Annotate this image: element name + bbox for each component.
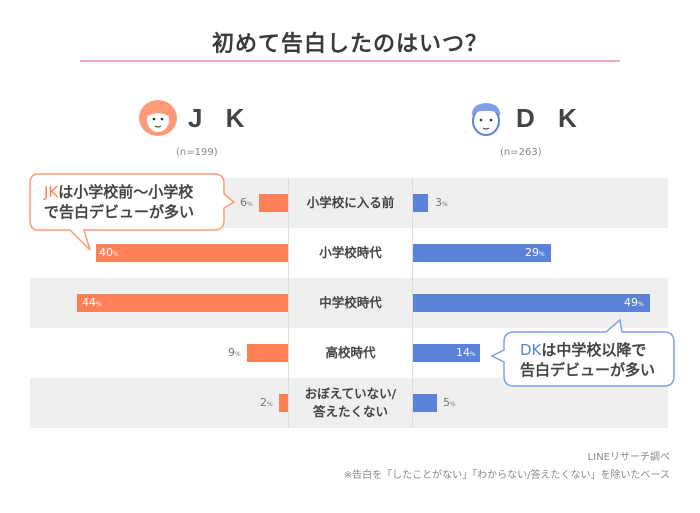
left-divider <box>288 178 289 428</box>
dk-callout-shape <box>490 318 675 387</box>
jk-callout-line1: は小学校前〜小学校 <box>58 183 194 201</box>
title-underline <box>80 60 620 62</box>
jk-bar <box>96 244 288 262</box>
dk-value: 49% <box>624 296 644 309</box>
dk-callout-highlight: DK <box>520 341 542 359</box>
dk-label: D K <box>516 102 585 133</box>
jk-callout-line2: で告白デビューが多い <box>44 203 195 221</box>
jk-value: 2% <box>260 396 273 409</box>
dk-bar <box>413 244 551 262</box>
category-label: 小学校に入る前 <box>306 195 395 210</box>
dk-callout: DKは中学校以降で 告白デビューが多い <box>510 334 665 386</box>
dk-header: D K <box>466 98 585 138</box>
dk-bar <box>413 394 437 412</box>
boy-face-icon <box>471 103 501 136</box>
dk-bar <box>413 344 480 362</box>
dk-callout-line2: 告白デビューが多い <box>520 361 656 379</box>
jk-value: 44% <box>82 296 102 309</box>
jk-callout: JKは小学校前〜小学校 で告白デビューが多い <box>34 176 204 228</box>
right-divider <box>412 178 413 428</box>
dk-bar <box>413 194 428 212</box>
base-note: ※告白を「したことがない」「わからない/答えたくない」を除いたベース <box>343 470 670 481</box>
dk-value: 3% <box>435 196 448 209</box>
category-label: 中学校時代 <box>319 295 382 310</box>
jk-value: 6% <box>240 196 253 209</box>
jk-bar <box>247 344 288 362</box>
dk-value: 5% <box>443 396 456 409</box>
jk-header: J K <box>138 98 252 138</box>
dk-value: 29% <box>525 246 545 259</box>
source-credit: LINEリサーチ調べ <box>587 452 670 463</box>
dk-bar <box>413 294 650 312</box>
jk-callout-highlight: JK <box>44 183 59 201</box>
category-label: 高校時代 <box>325 345 376 360</box>
jk-value: 9% <box>228 346 241 359</box>
jk-bar <box>279 394 288 412</box>
chart-title: 初めて告白したのはいつ？ <box>211 32 488 57</box>
jk-value: 40% <box>99 246 119 259</box>
category-label-line2: 答えたくない <box>312 404 388 419</box>
jk-label: J K <box>188 102 253 133</box>
category-label: おぼえていない/ 答えたくない <box>288 378 413 428</box>
jk-callout-shape <box>29 173 236 251</box>
dk-callout-line1: は中学校以降で <box>541 341 647 359</box>
jk-bar <box>259 194 288 212</box>
dk-sample-size: (n=263) <box>500 147 542 158</box>
category-label-line1: おぼえていない/ <box>304 386 397 401</box>
jk-bar <box>77 294 288 312</box>
jk-sample-size: (n=199) <box>176 147 218 158</box>
category-label: 小学校時代 <box>319 245 382 260</box>
girl-face-icon <box>139 100 177 136</box>
dk-value: 14% <box>456 346 476 359</box>
